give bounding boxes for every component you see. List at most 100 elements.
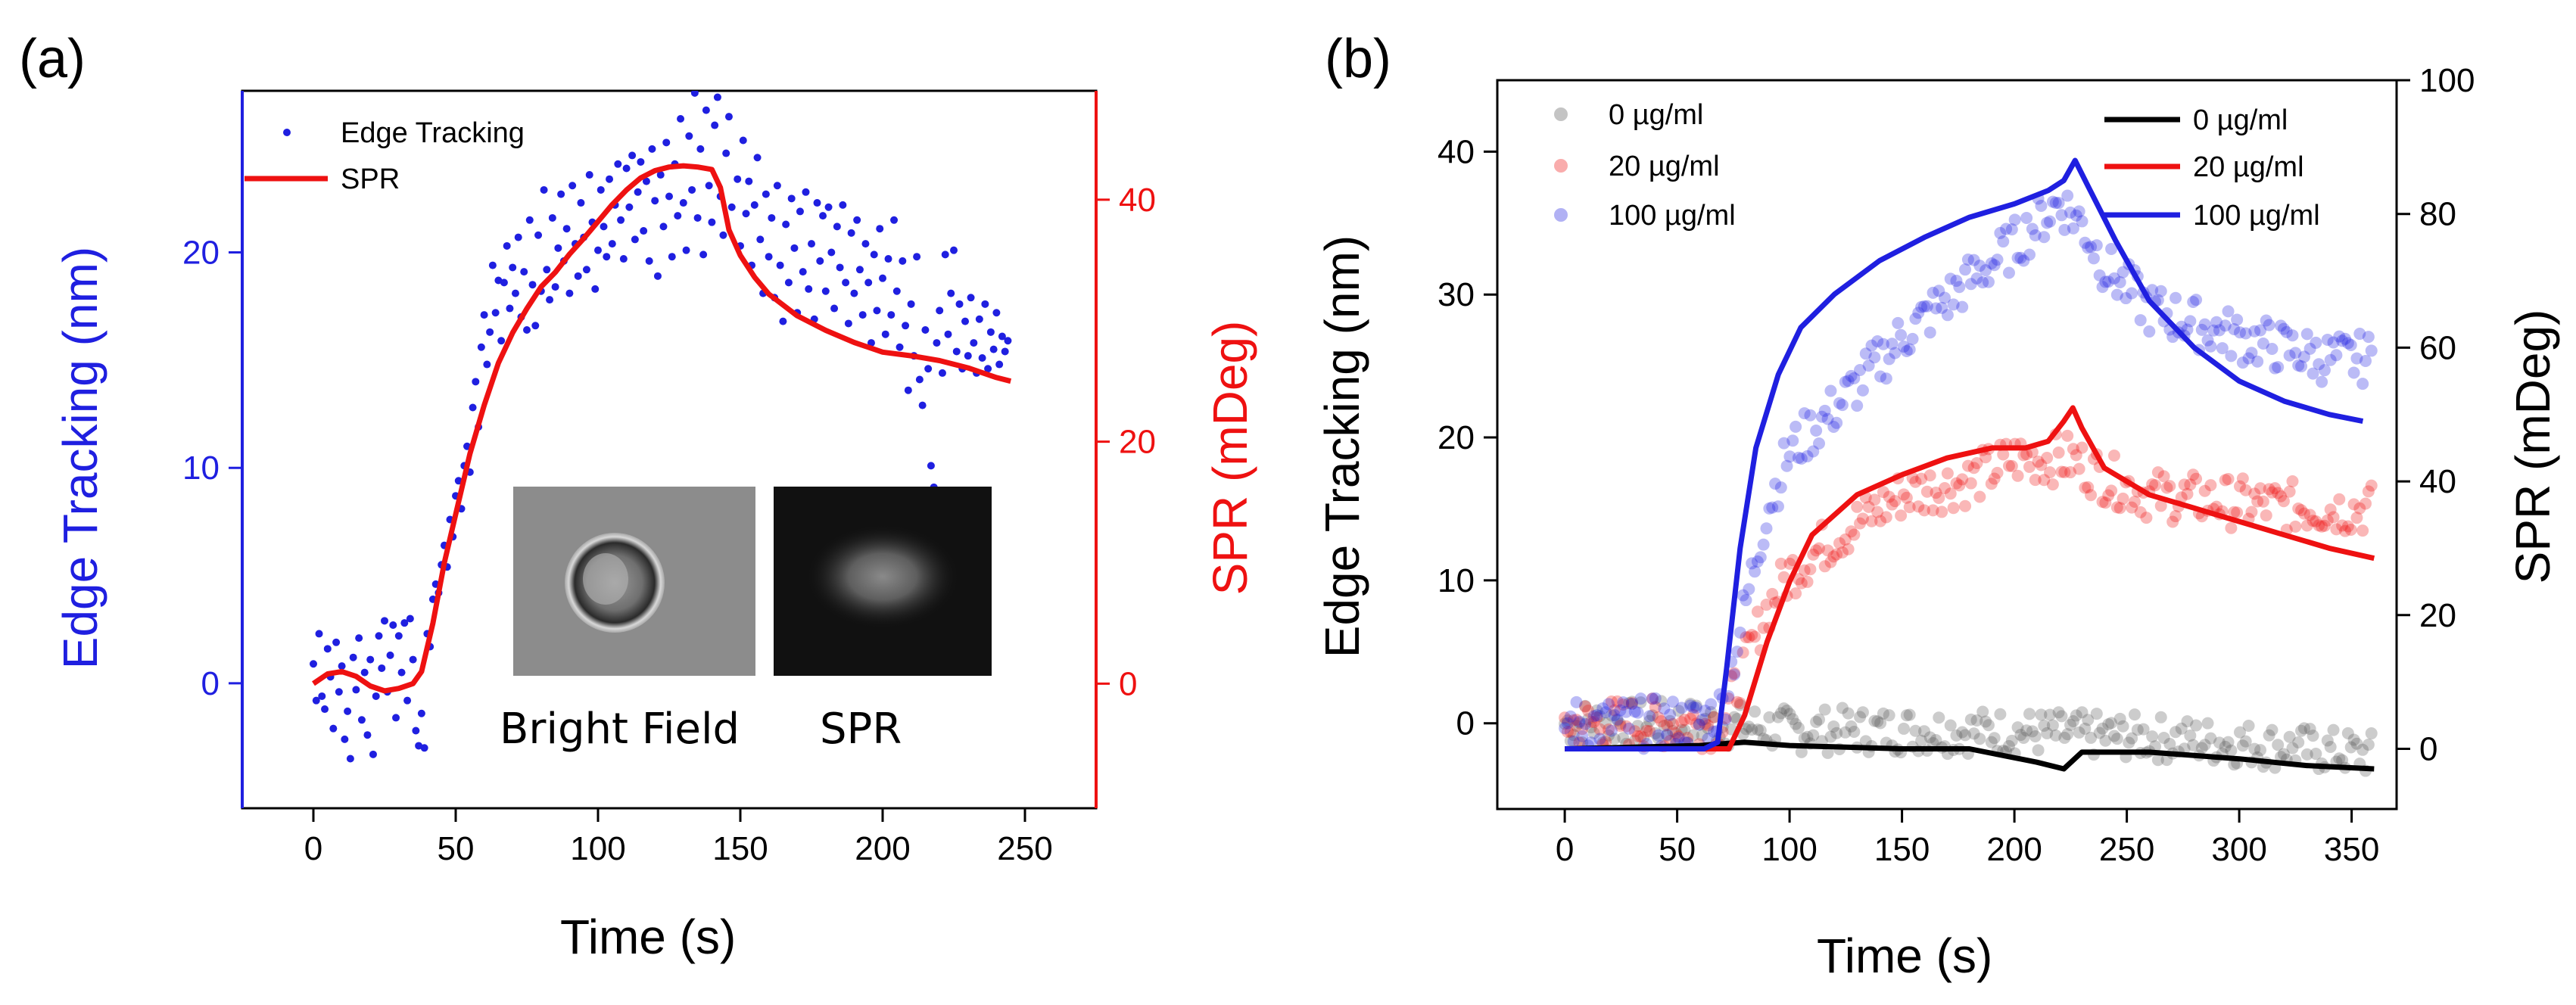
scatter-100ugml-point: [1868, 351, 1881, 364]
scatter-0ugml-point: [1780, 705, 1793, 717]
edge-tracking-point: [839, 201, 847, 209]
scatter-100ugml-point: [1746, 557, 1758, 570]
edge-tracking-point: [665, 192, 673, 201]
edge-tracking-point: [768, 213, 776, 222]
scatter-100ugml-point: [1842, 375, 1855, 387]
scatter-0ugml-point: [1617, 732, 1630, 745]
scatter-100ugml-point: [1603, 698, 1615, 711]
scatter-0ugml-point: [1611, 714, 1624, 727]
scatter-0ugml-point: [1708, 711, 1721, 723]
scatter-0ugml-point: [2233, 726, 2246, 739]
scatter-0ugml-point: [2362, 738, 2375, 751]
scatter-0ugml-point: [1573, 717, 1586, 730]
scatter-0ugml-point: [2181, 715, 2194, 728]
scatter-100ugml-point: [2321, 333, 2334, 346]
scatter-0ugml-point: [2242, 720, 2255, 733]
edge-tracking-point: [372, 692, 380, 700]
edge-tracking-point: [827, 248, 836, 257]
scatter-20ugml-point: [2272, 487, 2285, 499]
edge-tracking-point: [582, 266, 590, 274]
scatter-20ugml-point: [2117, 492, 2129, 505]
scatter-0ugml-point: [1933, 711, 1945, 724]
scatter-20ugml-point: [1950, 477, 1963, 490]
scatter-100ugml-point: [2017, 254, 2030, 267]
scatter-100ugml-point: [2356, 378, 2369, 390]
legend-b-scatter-0-label: 0 µg/ml: [1609, 99, 1703, 131]
scatter-0ugml-point: [1821, 746, 1834, 759]
scatter-0ugml-point: [2204, 732, 2217, 745]
scatter-20ugml-point: [1603, 723, 1615, 736]
edge-tracking-point: [855, 266, 864, 274]
scatter-20ugml-point: [2134, 506, 2147, 518]
scatter-0ugml-point: [2117, 720, 2129, 733]
scatter-0ugml-point: [1561, 714, 1574, 727]
scatter-100ugml-point: [2266, 342, 2279, 355]
panel-a-right-y-tick-label: 0: [1119, 665, 1137, 702]
edge-tracking-point: [821, 287, 830, 295]
edge-tracking-point: [679, 199, 687, 207]
legend-b-scatter-20-label: 20 µg/ml: [1609, 151, 1720, 182]
edge-tracking-point: [904, 386, 912, 394]
scatter-100ugml-point: [1675, 702, 1688, 714]
scatter-20ugml-point: [1625, 697, 1638, 710]
scatter-100ugml-point: [1634, 692, 1647, 705]
scatter-20ugml-point: [1649, 701, 1662, 714]
scatter-100ugml-point: [1991, 254, 2004, 266]
scatter-100ugml-point: [2113, 275, 2126, 288]
edge-tracking-point: [899, 257, 907, 265]
edge-tracking-point: [554, 244, 562, 252]
scatter-0ugml-point: [2292, 736, 2305, 749]
edge-tracking-point: [773, 182, 781, 190]
scatter-100ugml-point: [1997, 235, 2010, 248]
scatter-0ugml-point: [2149, 740, 2162, 753]
scatter-100ugml-point: [2242, 352, 2255, 365]
scatter-0ugml-point: [1786, 713, 1799, 726]
edge-tracking-point: [975, 315, 983, 323]
scatter-20ugml-point: [2110, 501, 2123, 514]
scatter-100ugml-point: [2365, 344, 2378, 357]
edge-tracking-point: [921, 326, 930, 334]
scatter-0ugml-point: [1640, 720, 1653, 733]
scatter-20ugml-point: [2102, 489, 2115, 502]
edge-tracking-point: [614, 160, 622, 168]
scatter-20ugml-point: [1675, 716, 1688, 729]
scatter-0ugml-point: [1576, 736, 1589, 749]
scatter-100ugml-point: [2093, 269, 2106, 282]
scatter-0ugml-point: [1795, 745, 1808, 758]
scatter-20ugml-point: [1985, 478, 1998, 490]
scatter-20ugml-point: [1973, 490, 1986, 503]
scatter-20ugml-point: [2313, 519, 2325, 532]
panel-a-chart: 0 50 100 150 200 250 0 10 20 0 20 40 Bright Field…: [53, 89, 1257, 964]
scatter-20ugml-point: [1655, 714, 1668, 727]
edge-tracking-point: [938, 369, 946, 377]
scatter-0ugml-point: [1824, 730, 1837, 743]
scatter-0ugml-point: [1603, 729, 1615, 742]
scatter-0ugml-point: [1705, 706, 1718, 719]
scatter-20ugml-point: [1681, 732, 1694, 745]
scatter-20ugml-point: [2005, 459, 2018, 472]
scatter-20ugml-point: [1766, 587, 1779, 600]
scatter-0ugml-point: [2076, 706, 2089, 719]
edge-tracking-point: [816, 257, 824, 265]
edge-tracking-point: [389, 621, 397, 630]
scatter-0ugml-point: [2307, 730, 2319, 742]
scatter-20ugml-point: [1795, 577, 1808, 590]
edge-tracking-point: [349, 653, 357, 661]
scatter-100ugml-point: [1628, 705, 1641, 718]
scatter-20ugml-point: [2002, 459, 2015, 472]
scatter-100ugml-point: [1810, 425, 1823, 437]
scatter-0ugml-point: [1646, 709, 1659, 722]
scatter-20ugml-point: [1915, 472, 1928, 485]
scatter-0ugml-point: [2110, 733, 2123, 745]
scatter-20ugml-point: [2303, 509, 2316, 521]
scatter-0ugml-point: [2079, 722, 2092, 735]
scatter-0ugml-point: [2131, 723, 2144, 736]
panel-b-x-tick-label: 100: [1761, 831, 1817, 868]
scatter-100ugml-point: [1944, 272, 1957, 285]
panel-b-right-y-tick-label: 100: [2419, 62, 2475, 99]
edge-tracking-point: [606, 175, 614, 183]
edge-tracking-point: [933, 339, 941, 347]
scatter-100ugml-point: [2353, 328, 2366, 341]
panel-a-plot-area: [310, 91, 1012, 763]
edge-tracking-point: [753, 154, 762, 162]
